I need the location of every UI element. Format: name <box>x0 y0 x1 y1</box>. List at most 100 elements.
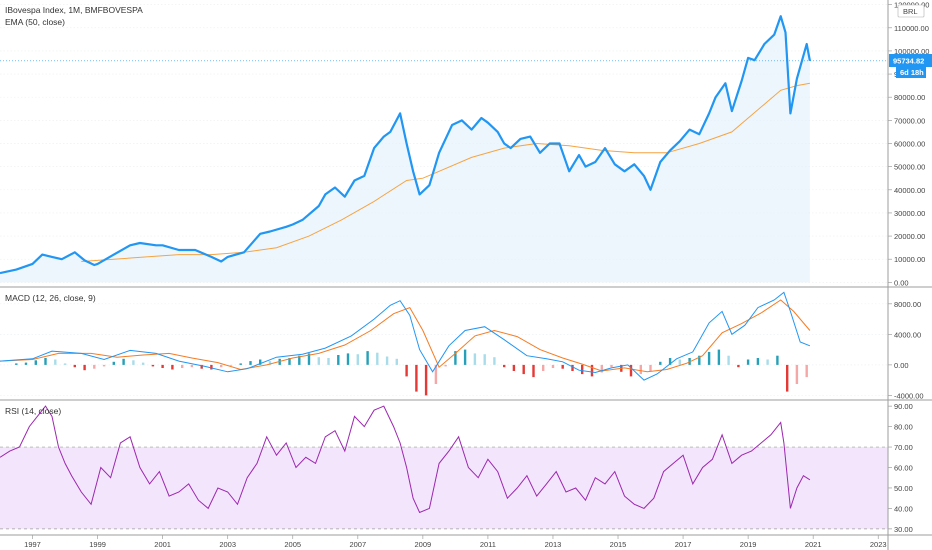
macd-histogram-bar <box>522 364 525 375</box>
x-tick-label: 2013 <box>545 540 562 549</box>
macd-histogram-bar <box>668 358 672 365</box>
price-tick-label: 50000.00 <box>894 163 925 172</box>
macd-histogram-bar <box>463 349 467 365</box>
macd-histogram-bar <box>766 359 769 365</box>
macd-histogram-bar <box>210 364 213 370</box>
rsi-tick-label: 70.00 <box>894 443 913 452</box>
macd-histogram-bar <box>434 364 438 384</box>
x-tick-label: 2009 <box>415 540 432 549</box>
rsi-legend: RSI (14, close) <box>5 406 61 416</box>
last-price-badge: 95734.82 6d 18h <box>889 54 932 78</box>
macd-histogram-bar <box>561 364 564 369</box>
macd-histogram-bar <box>151 364 155 367</box>
price-line <box>0 15 811 275</box>
x-tick-label: 2017 <box>675 540 692 549</box>
macd-histogram-bar <box>171 364 174 370</box>
rsi-tick-label: 50.00 <box>894 484 913 493</box>
price-tick-label: 100000.00 <box>894 47 929 56</box>
x-tick-label: 2005 <box>284 540 301 549</box>
rsi-line <box>0 405 811 514</box>
macd-histogram-bar <box>678 359 681 365</box>
macd-legend: MACD (12, 26, close, 9) <box>5 293 96 303</box>
macd-tick-label: 0.00 <box>894 361 909 370</box>
price-tick-label: 0.00 <box>894 278 909 287</box>
macd-histogram-bar <box>268 361 272 365</box>
price-tick-label: 20000.00 <box>894 232 925 241</box>
currency-badge[interactable]: BRL <box>897 4 925 18</box>
macd-panel: -4000.00 0.00 4000.00 8000.00 <box>0 291 924 400</box>
macd-histogram-bar <box>63 363 67 365</box>
macd-histogram-bar <box>337 355 340 365</box>
macd-histogram-bar <box>805 364 808 378</box>
macd-histogram-bar <box>288 358 291 365</box>
signal-line <box>0 299 811 373</box>
macd-histogram-bar <box>649 364 652 371</box>
macd-histogram-bar <box>473 353 477 365</box>
macd-tick-label: 4000.00 <box>894 330 921 339</box>
price-tick-label: 40000.00 <box>894 186 925 195</box>
macd-histogram-bar <box>376 352 379 365</box>
macd-histogram-bar <box>181 364 184 368</box>
macd-histogram-bar <box>454 351 457 365</box>
macd-histogram-bar <box>707 351 711 365</box>
chart-title: IBovespa Index, 1M, BMFBOVESPA <box>5 5 143 15</box>
macd-histogram-bar <box>93 364 96 369</box>
rsi-tick-label: 40.00 <box>894 504 913 513</box>
macd-histogram-bar <box>220 364 223 368</box>
ema-line <box>81 82 810 262</box>
macd-histogram-bar <box>132 360 135 365</box>
price-tick-label: 70000.00 <box>894 116 925 125</box>
macd-histogram-bar <box>366 351 369 365</box>
macd-histogram-bar <box>424 364 428 396</box>
macd-histogram-bar <box>532 364 535 378</box>
macd-histogram-bar <box>629 364 633 377</box>
macd-histogram-bar <box>249 361 252 365</box>
currency-label: BRL <box>903 7 918 16</box>
macd-histogram-bar <box>659 361 662 365</box>
macd-histogram-bar <box>73 364 76 368</box>
price-tick-label: 30000.00 <box>894 209 925 218</box>
macd-histogram-bar <box>298 355 301 365</box>
x-tick-label: 1997 <box>24 540 41 549</box>
macd-histogram-bar <box>737 364 740 368</box>
macd-histogram-bar <box>122 358 125 365</box>
macd-histogram-bar <box>200 364 203 369</box>
macd-histogram-bar <box>571 364 574 371</box>
macd-histogram-bar <box>229 364 233 366</box>
macd-histogram-bar <box>639 364 642 375</box>
macd-histogram-bar <box>542 364 545 371</box>
macd-histogram-bar <box>776 355 779 365</box>
x-tick-label: 2001 <box>154 540 171 549</box>
rsi-tick-label: 80.00 <box>894 423 913 432</box>
rsi-tick-label: 60.00 <box>894 464 913 473</box>
macd-histogram-bar <box>551 364 555 368</box>
macd-histogram-bar <box>444 364 447 367</box>
macd-tick-label: -4000.00 <box>894 391 924 400</box>
macd-histogram-bar <box>317 357 320 365</box>
ema-legend: EMA (50, close) <box>5 17 65 27</box>
macd-histogram-bar <box>717 349 721 365</box>
macd-histogram-bar <box>102 364 106 367</box>
x-tick-label: 2019 <box>740 540 757 549</box>
macd-histogram-bar <box>239 363 242 365</box>
macd-histogram-bar <box>590 364 594 377</box>
macd-histogram-bar <box>83 364 86 371</box>
macd-histogram-bar <box>512 364 516 371</box>
x-tick-label: 2003 <box>219 540 236 549</box>
macd-histogram-bar <box>141 362 145 365</box>
price-tick-label: 10000.00 <box>894 255 925 264</box>
macd-line <box>0 291 811 381</box>
macd-tick-label: 8000.00 <box>894 300 921 309</box>
rsi-tick-label: 90.00 <box>894 402 913 411</box>
macd-histogram-bar <box>581 364 584 375</box>
macd-histogram-bar <box>756 358 760 365</box>
price-tick-label: 110000.00 <box>894 24 929 33</box>
macd-histogram-bar <box>356 354 359 365</box>
x-tick-label: 2015 <box>610 540 627 549</box>
rsi-tick-label: 30.00 <box>894 525 913 534</box>
macd-histogram-bar <box>503 364 506 368</box>
macd-histogram-bar <box>610 364 613 368</box>
x-tick-label: 2021 <box>805 540 822 549</box>
